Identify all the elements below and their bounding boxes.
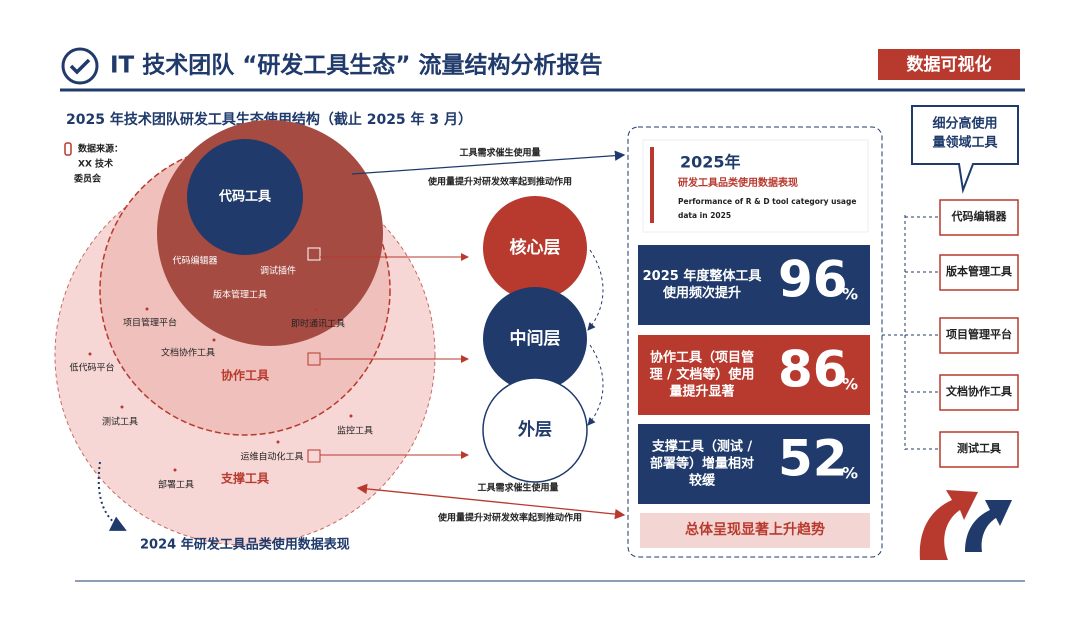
- subtitle: 2025 年技术团队研发工具生态使用结构（截止 2025 年 3 月）: [66, 111, 472, 128]
- year: 2025年: [680, 153, 741, 172]
- tool: 文档协作工具: [161, 347, 215, 359]
- source: XX 技术: [78, 158, 113, 170]
- tool: 测试工具: [102, 416, 138, 428]
- bubble-text: 量领域工具: [932, 135, 997, 151]
- dots: [88, 307, 353, 472]
- stat-text: 较缓: [689, 473, 716, 489]
- layer-label: 核心层: [510, 237, 561, 258]
- trend-arrow: [965, 500, 1012, 552]
- bubble-text: 细分高使用: [932, 116, 997, 132]
- trend-arrow: [919, 490, 978, 560]
- flow-label: 工具需求催生使用量: [459, 147, 540, 159]
- core-label: 代码工具: [218, 189, 271, 205]
- flow-arrow: [351, 150, 626, 175]
- flow-label: 使用量提升对研发效率起到推动作用: [437, 512, 582, 524]
- stat-value: 96: [778, 251, 848, 309]
- tool: 即时通讯工具: [291, 318, 345, 330]
- badge: 数据可视化: [907, 54, 992, 75]
- caption-arrow: [97, 461, 127, 531]
- stat-box: [638, 335, 870, 415]
- stat-box: [638, 245, 870, 325]
- stat-text: 使用频次提升: [662, 285, 741, 301]
- layer-middle: [483, 287, 587, 391]
- layer-label: 中间层: [510, 328, 561, 349]
- stat-box: [638, 424, 870, 504]
- tool-label: 文档协作工具: [946, 384, 1012, 398]
- flow-arrow: [356, 483, 626, 520]
- stat-unit: %: [842, 464, 858, 483]
- layer-label: 外层: [518, 419, 552, 440]
- tool: 监控工具: [337, 425, 373, 437]
- conclusion-bg: [640, 513, 870, 548]
- stat-text: 支撑工具（测试 /: [651, 439, 753, 455]
- tool-box: [939, 317, 1019, 354]
- title: IT 技术团队 “研发工具生态” 流量结构分析报告: [110, 52, 603, 79]
- tool: 代码编辑器: [172, 255, 217, 267]
- source: 数据来源：: [78, 143, 123, 155]
- badge-bg: [878, 49, 1020, 80]
- tool-box: [939, 254, 1019, 291]
- bubble: [911, 105, 1019, 194]
- english: data in 2025: [678, 211, 731, 220]
- stat-unit: %: [842, 375, 858, 394]
- tool-label: 测试工具: [957, 441, 1001, 455]
- panel-card: [642, 139, 869, 233]
- flow-label: 使用量提升对研发效率起到推动作用: [427, 176, 572, 188]
- layer-arrows: [587, 249, 604, 426]
- tool-label: 版本管理工具: [946, 264, 1012, 278]
- tool-box: [939, 374, 1019, 411]
- connectors: [320, 253, 469, 459]
- outer-label: 支撑工具: [220, 471, 269, 486]
- stat-unit: %: [842, 285, 858, 304]
- panel: [627, 126, 883, 558]
- layer-core: [483, 196, 587, 300]
- middle-label: 协作工具: [221, 368, 269, 383]
- stat-value: 52: [778, 430, 848, 488]
- layer-outer: [482, 377, 588, 483]
- conclusion: 总体呈现显著上升趋势: [685, 521, 825, 538]
- connector-boxes: [307, 247, 321, 463]
- tool: 部署工具: [158, 479, 194, 491]
- tool: 运维自动化工具: [240, 451, 303, 463]
- tool: 项目管理平台: [123, 317, 177, 329]
- tool: 低代码平台: [69, 362, 114, 374]
- stat-text: 部署等）增量相对: [650, 456, 754, 472]
- tool: 版本管理工具: [213, 289, 267, 301]
- heading: 研发工具品类使用数据表现: [678, 176, 798, 189]
- source: 委员会: [73, 173, 102, 185]
- card-bar: [650, 147, 654, 223]
- stat-value: 86: [778, 341, 848, 399]
- check-icon: [61, 47, 99, 85]
- stat-text: 协作工具（项目管: [650, 350, 754, 366]
- check-mark: [69, 58, 91, 75]
- stat-text: 量提升显著: [669, 384, 734, 400]
- tool-label: 代码编辑器: [951, 209, 1008, 223]
- tool-box: [939, 199, 1019, 236]
- core-circle: [187, 139, 303, 255]
- flow-label: 工具需求催生使用量: [477, 482, 558, 494]
- tool: 调试插件: [260, 265, 296, 277]
- caption: 2024 年研发工具品类使用数据表现: [140, 537, 350, 553]
- stat-text: 理 / 文档等）使用: [650, 367, 755, 383]
- tool-label: 项目管理平台: [946, 327, 1012, 341]
- english: Performance of R & D tool category usage: [678, 197, 856, 206]
- source-icon: [64, 142, 72, 156]
- tool-box: [939, 431, 1019, 468]
- stat-text: 2025 年度整体工具: [643, 268, 762, 284]
- bracket: [882, 215, 906, 450]
